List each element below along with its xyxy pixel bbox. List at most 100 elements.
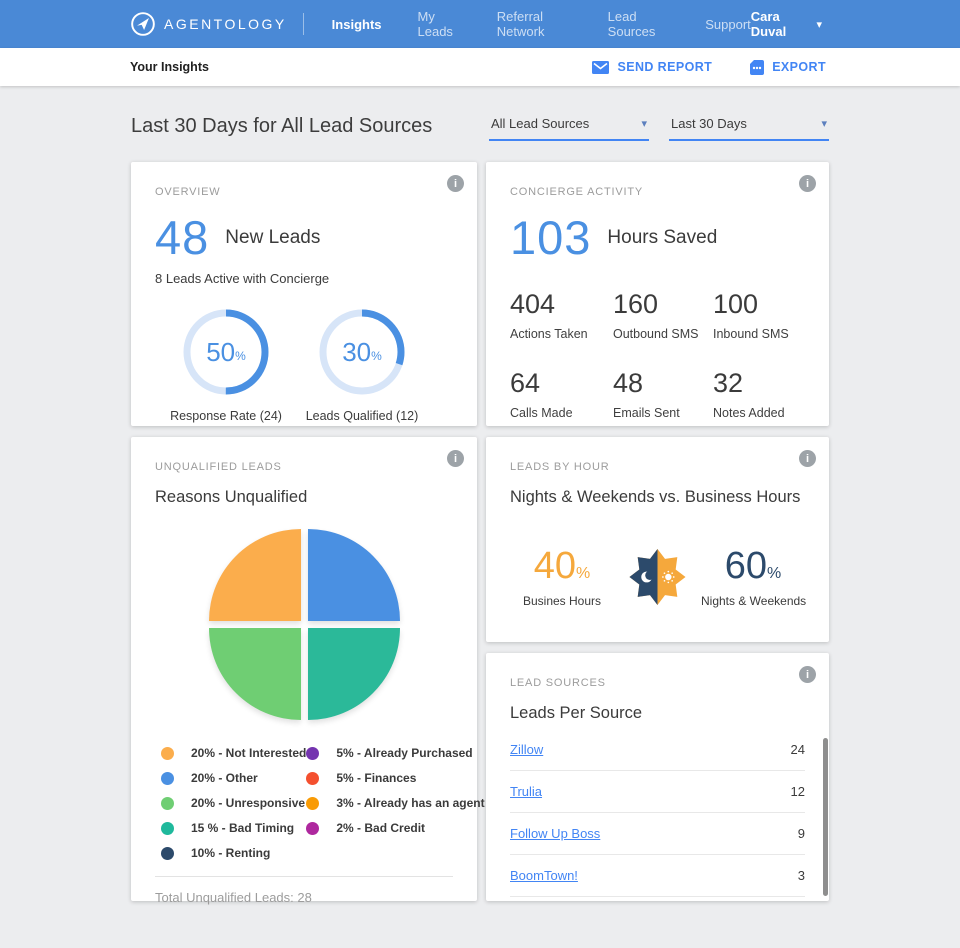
- info-icon[interactable]: i: [799, 666, 816, 683]
- leads-per-source-title: Leads Per Source: [510, 704, 643, 722]
- lead-source-count: 3: [797, 868, 805, 883]
- lead-source-link[interactable]: Trulia: [510, 784, 543, 799]
- brand-name: AGENTOLOGY: [164, 16, 287, 32]
- response-rate-value: 50: [206, 336, 236, 367]
- legend-column-right: 5% - Already Purchased 5% - Finances 3% …: [306, 746, 485, 860]
- legend-dot: [306, 746, 320, 760]
- legend-label: 5% - Finances: [336, 771, 417, 785]
- divider: [155, 876, 453, 877]
- pie-quadrant-orange: [208, 529, 301, 621]
- legend-label: 10% - Renting: [191, 846, 271, 860]
- pie-quadrant-green: [208, 628, 301, 720]
- stat-label: Notes Added: [713, 406, 785, 420]
- percent-sign: %: [235, 349, 246, 363]
- agentology-logo-icon: [131, 12, 155, 36]
- nights-weekends-stat: 60% Nights & Weekends: [701, 544, 806, 608]
- percent-sign: %: [576, 564, 591, 582]
- lead-source-count: 24: [790, 742, 805, 757]
- concierge-stats-grid: 404 Actions Taken 160 Outbound SMS 100 I…: [510, 289, 805, 420]
- response-rate-gauge: 50 % Response Rate (24): [155, 306, 297, 423]
- info-icon[interactable]: i: [447, 175, 464, 192]
- send-report-button[interactable]: SEND REPORT: [592, 60, 712, 75]
- legend-item: 5% - Already Purchased: [306, 746, 484, 760]
- lead-source-link[interactable]: Follow Up Boss: [510, 826, 601, 841]
- page-title: Last 30 Days for All Lead Sources: [131, 115, 433, 137]
- scrollbar-thumb[interactable]: [823, 738, 828, 896]
- legend-dot: [306, 821, 320, 835]
- chevron-down-icon: ▾: [641, 118, 647, 130]
- card-label: LEADS BY HOUR: [510, 461, 610, 473]
- stat-value: 100: [713, 289, 759, 319]
- export-label: EXPORT: [772, 60, 826, 74]
- legend-label: 2% - Bad Credit: [336, 821, 426, 835]
- nights-weekends-value: 60: [724, 544, 768, 587]
- info-icon[interactable]: i: [799, 175, 816, 192]
- insights-page: Last 30 Days for All Lead Sources All Le…: [131, 112, 829, 905]
- lead-source-row: Trulia 12: [510, 771, 805, 813]
- info-icon[interactable]: i: [799, 450, 816, 467]
- card-label: UNQUALIFIED LEADS: [155, 461, 282, 473]
- hours-saved-label: Hours Saved: [607, 226, 718, 248]
- pie-quadrant-blue: [307, 529, 400, 621]
- legend-item: 15 % - Bad Timing: [161, 821, 306, 835]
- subbar-actions: SEND REPORT EXPORT: [592, 59, 826, 75]
- legend-item: 3% - Already has an agent: [306, 796, 485, 810]
- leads-by-hour-comparison: 40% Busines Hours: [510, 529, 806, 625]
- user-menu[interactable]: Cara Duval ▾: [751, 9, 822, 39]
- gauges: 50 % Response Rate (24): [155, 306, 453, 423]
- nav-divider: [302, 13, 304, 35]
- lead-source-filter-value: All Lead Sources: [491, 116, 590, 131]
- legend-dot: [161, 821, 174, 835]
- legend-dot: [161, 796, 174, 810]
- lead-source-link[interactable]: BoomTown!: [510, 868, 578, 883]
- concierge-stat: 32 Notes Added: [713, 368, 805, 420]
- stat-value: 64: [510, 368, 541, 398]
- leads-by-hour-title: Nights & Weekends vs. Business Hours: [510, 488, 801, 506]
- card-label: LEAD SOURCES: [510, 677, 606, 689]
- percent-sign: %: [767, 564, 782, 582]
- day-night-icon: [629, 548, 686, 606]
- legend-label: 3% - Already has an agent: [336, 796, 485, 810]
- stat-label: Inbound SMS: [713, 327, 789, 341]
- card-label: OVERVIEW: [155, 186, 221, 198]
- stat-value: 32: [713, 368, 744, 398]
- cards-grid: i OVERVIEW 48 New Leads 8 Leads Active w…: [131, 162, 829, 905]
- concierge-stat: 64 Calls Made: [510, 368, 613, 420]
- stat-value: 404: [510, 289, 556, 319]
- lead-sources-list: Zillow 24 Trulia 12 Follow Up Boss 9 Boo…: [510, 729, 805, 897]
- reasons-unqualified-title: Reasons Unqualified: [155, 488, 308, 506]
- pie-legend: 20% - Not Interested 20% - Other 20% - U…: [155, 746, 485, 860]
- nav-item-support[interactable]: Support: [705, 16, 751, 32]
- export-button[interactable]: EXPORT: [750, 59, 826, 75]
- concierge-stat: 48 Emails Sent: [613, 368, 713, 420]
- chevron-down-icon: ▾: [821, 118, 827, 130]
- leads-qualified-gauge: 30 % Leads Qualified (12): [291, 306, 433, 423]
- lead-source-link[interactable]: Zillow: [510, 742, 544, 757]
- legend-dot: [306, 771, 320, 785]
- legend-column-left: 20% - Not Interested 20% - Other 20% - U…: [161, 746, 306, 860]
- user-name: Cara Duval: [750, 9, 787, 39]
- date-range-filter[interactable]: Last 30 Days ▾: [669, 112, 829, 141]
- legend-dot: [161, 746, 174, 760]
- left-column: i OVERVIEW 48 New Leads 8 Leads Active w…: [131, 162, 485, 905]
- nav-item-lead-sources[interactable]: Lead Sources: [607, 9, 656, 39]
- legend-dot: [161, 846, 174, 860]
- nav-item-my-leads[interactable]: My Leads: [417, 9, 453, 39]
- info-icon[interactable]: i: [447, 450, 464, 467]
- stat-label: Emails Sent: [613, 406, 680, 420]
- lead-source-row: Follow Up Boss 9: [510, 813, 805, 855]
- lead-sources-card: i LEAD SOURCES Leads Per Source Zillow 2…: [486, 653, 829, 901]
- pie-quadrant-teal: [307, 628, 400, 720]
- percent-sign: %: [371, 349, 382, 363]
- nav-item-insights[interactable]: Insights: [331, 16, 382, 32]
- leads-qualified-donut: 30 %: [316, 306, 408, 398]
- concierge-activity-card: i CONCIERGE ACTIVITY 103 Hours Saved 404…: [486, 162, 829, 426]
- lead-source-filter[interactable]: All Lead Sources ▾: [489, 112, 649, 141]
- nav-item-referral-network[interactable]: Referral Network: [496, 9, 545, 39]
- concierge-stat: 404 Actions Taken: [510, 289, 613, 341]
- date-range-filter-value: Last 30 Days: [671, 116, 747, 131]
- brand[interactable]: AGENTOLOGY: [130, 11, 287, 37]
- sub-header: Your Insights SEND REPORT EXPORT: [0, 48, 960, 86]
- leads-qualified-label: Leads Qualified (12): [305, 409, 419, 423]
- legend-item: 20% - Other: [161, 771, 306, 785]
